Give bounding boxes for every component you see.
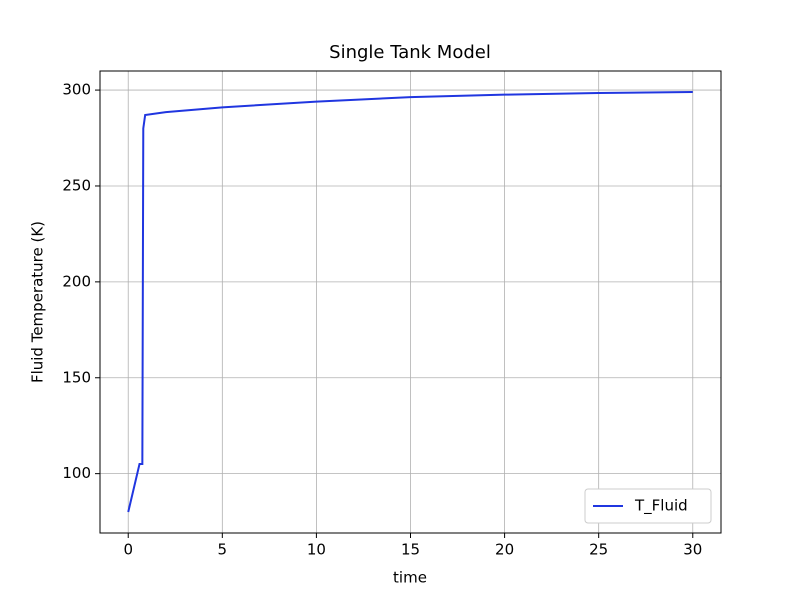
x-tick-label: 30 [683,541,702,559]
x-tick-label: 5 [218,541,228,559]
chart-title: Single Tank Model [329,42,491,63]
y-tick-label: 250 [62,176,91,194]
plot-frame [99,70,722,534]
x-tick-label: 25 [589,541,608,559]
x-tick-label: 15 [401,541,420,559]
legend-label: T_Fluid [634,497,688,516]
x-tick-label: 0 [123,541,133,559]
y-tick-label: 100 [62,464,91,482]
x-tick-label: 10 [307,541,326,559]
data-line [127,91,693,513]
x-axis-label: time [393,569,427,587]
y-tick-label: 200 [62,272,91,290]
y-axis-label: Fluid Temperature (K) [29,221,47,383]
legend-box [584,488,712,524]
y-tick-label: 300 [62,81,91,99]
x-tick-label: 20 [495,541,514,559]
y-tick-label: 150 [62,368,91,386]
